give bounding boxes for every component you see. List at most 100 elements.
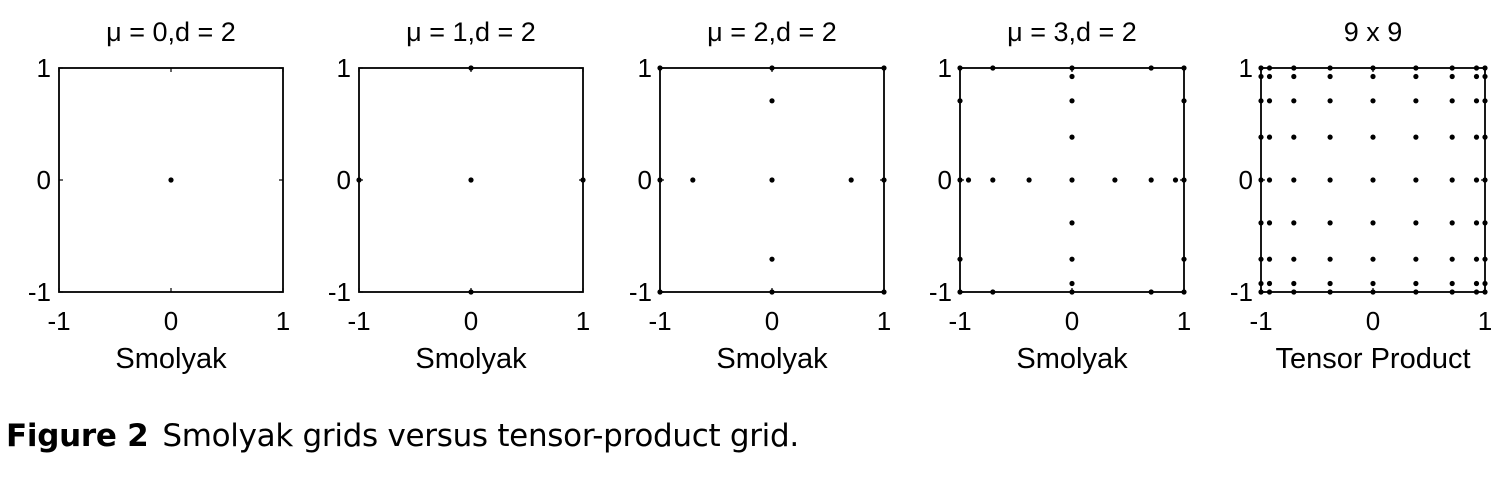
grid-point [1473,280,1480,287]
grid-point [1181,98,1187,104]
grid-point [1327,65,1333,71]
grid-point [1473,220,1480,226]
y-tick-label: -1 [629,277,652,307]
grid-point [1327,220,1333,226]
chart-title: μ = 3,d = 2 [1007,17,1137,47]
grid-point [1291,134,1297,140]
grid-point [1413,220,1419,226]
x-tick-label: 0 [1366,306,1380,336]
grid-point [1291,220,1297,226]
grid-point [1181,289,1187,295]
grid-point [769,177,775,183]
x-axis-label: Tensor Product [1275,343,1470,375]
grid-point [1172,177,1179,183]
grid-point [1181,256,1187,262]
grid-point [769,98,775,104]
grid-point [1327,73,1333,80]
grid-point [1370,98,1376,104]
y-tick-label: 0 [1239,165,1253,195]
grid-point [1069,134,1075,140]
grid-point [957,289,963,295]
grid-point [1473,73,1480,80]
grid-point [957,98,963,104]
grid-point [1482,73,1488,80]
grid-point [1069,256,1075,262]
grid-point [1069,280,1075,287]
grid-point [881,65,887,71]
grid-point [1291,280,1297,287]
chart-title: μ = 1,d = 2 [406,17,536,47]
x-tick-label: -1 [47,306,70,336]
grid-point [957,65,963,71]
grid-point [1291,65,1297,71]
grid-point [769,256,775,262]
grid-point [1148,177,1154,183]
x-tick-label: 1 [1478,306,1492,336]
grid-point [1266,73,1273,80]
grid-point [1413,98,1419,104]
grid-point [468,65,474,71]
grid-point [1291,256,1297,262]
grid-point [657,65,663,71]
caption-label: Figure 2 [6,418,149,454]
grid-point [1026,177,1032,183]
x-axis-label: Smolyak [415,343,527,375]
grid-point [957,256,963,262]
x-tick-label: -1 [347,306,370,336]
chart-title: 9 x 9 [1344,17,1403,47]
grid-point [1266,177,1273,183]
x-tick-label: 1 [1177,306,1191,336]
grid-point [881,289,887,295]
grid-point [1069,98,1075,104]
y-tick-label: 0 [37,165,51,195]
grid-point [1258,280,1264,287]
chart-title: μ = 2,d = 2 [707,17,837,47]
grid-point [1449,73,1455,80]
grid-point [1370,134,1376,140]
chart-panel-3: -1 0 1 -1 0 1 μ = 2,d = 2 Smolyak [629,17,891,375]
grid-point [1266,220,1273,226]
x-tick-label: -1 [948,306,971,336]
figure-caption: Figure 2 Smolyak grids versus tensor-prod… [6,418,799,454]
y-tick-label: 1 [1239,53,1253,83]
grid-point [1482,220,1488,226]
grid-point [1327,289,1333,295]
grid-point [1291,73,1297,80]
x-tick-label: 1 [877,306,891,336]
chart-panel-5: -1 0 1 -1 0 1 9 x 9 Tensor Product [1230,17,1492,375]
grid-point [1258,256,1264,262]
grid-point [769,65,775,71]
grid-point [1449,98,1455,104]
grid-point [1370,65,1376,71]
y-tick-label: 1 [638,53,652,83]
grid-point [1266,65,1273,71]
grid-point [1266,289,1273,295]
grid-point [1148,65,1154,71]
grid-point [1413,73,1419,80]
grid-point [1473,65,1480,71]
grid-point [1258,73,1264,80]
grid-point [769,289,775,295]
grid-point [1413,177,1419,183]
grid-point [1291,177,1297,183]
chart-panel-2: -1 0 1 -1 0 1 μ = 1,d = 2 Smolyak [328,17,590,375]
grid-point [1327,280,1333,287]
grid-point [1449,289,1455,295]
grid-point [468,177,474,183]
grid-point [1370,177,1376,183]
grid-point [1181,65,1187,71]
grid-point [1482,177,1488,183]
grid-point [1449,177,1455,183]
grid-point [1449,65,1455,71]
grid-point [1370,256,1376,262]
grid-point [1473,98,1480,104]
x-tick-label: 0 [164,306,178,336]
grid-point [1069,73,1075,80]
x-axis-label: Smolyak [716,343,828,375]
grid-point [1069,65,1075,71]
y-tick-label: 1 [938,53,952,83]
grid-point [1449,256,1455,262]
grid-point [1370,220,1376,226]
grid-point [1266,256,1273,262]
grid-point [1449,220,1455,226]
